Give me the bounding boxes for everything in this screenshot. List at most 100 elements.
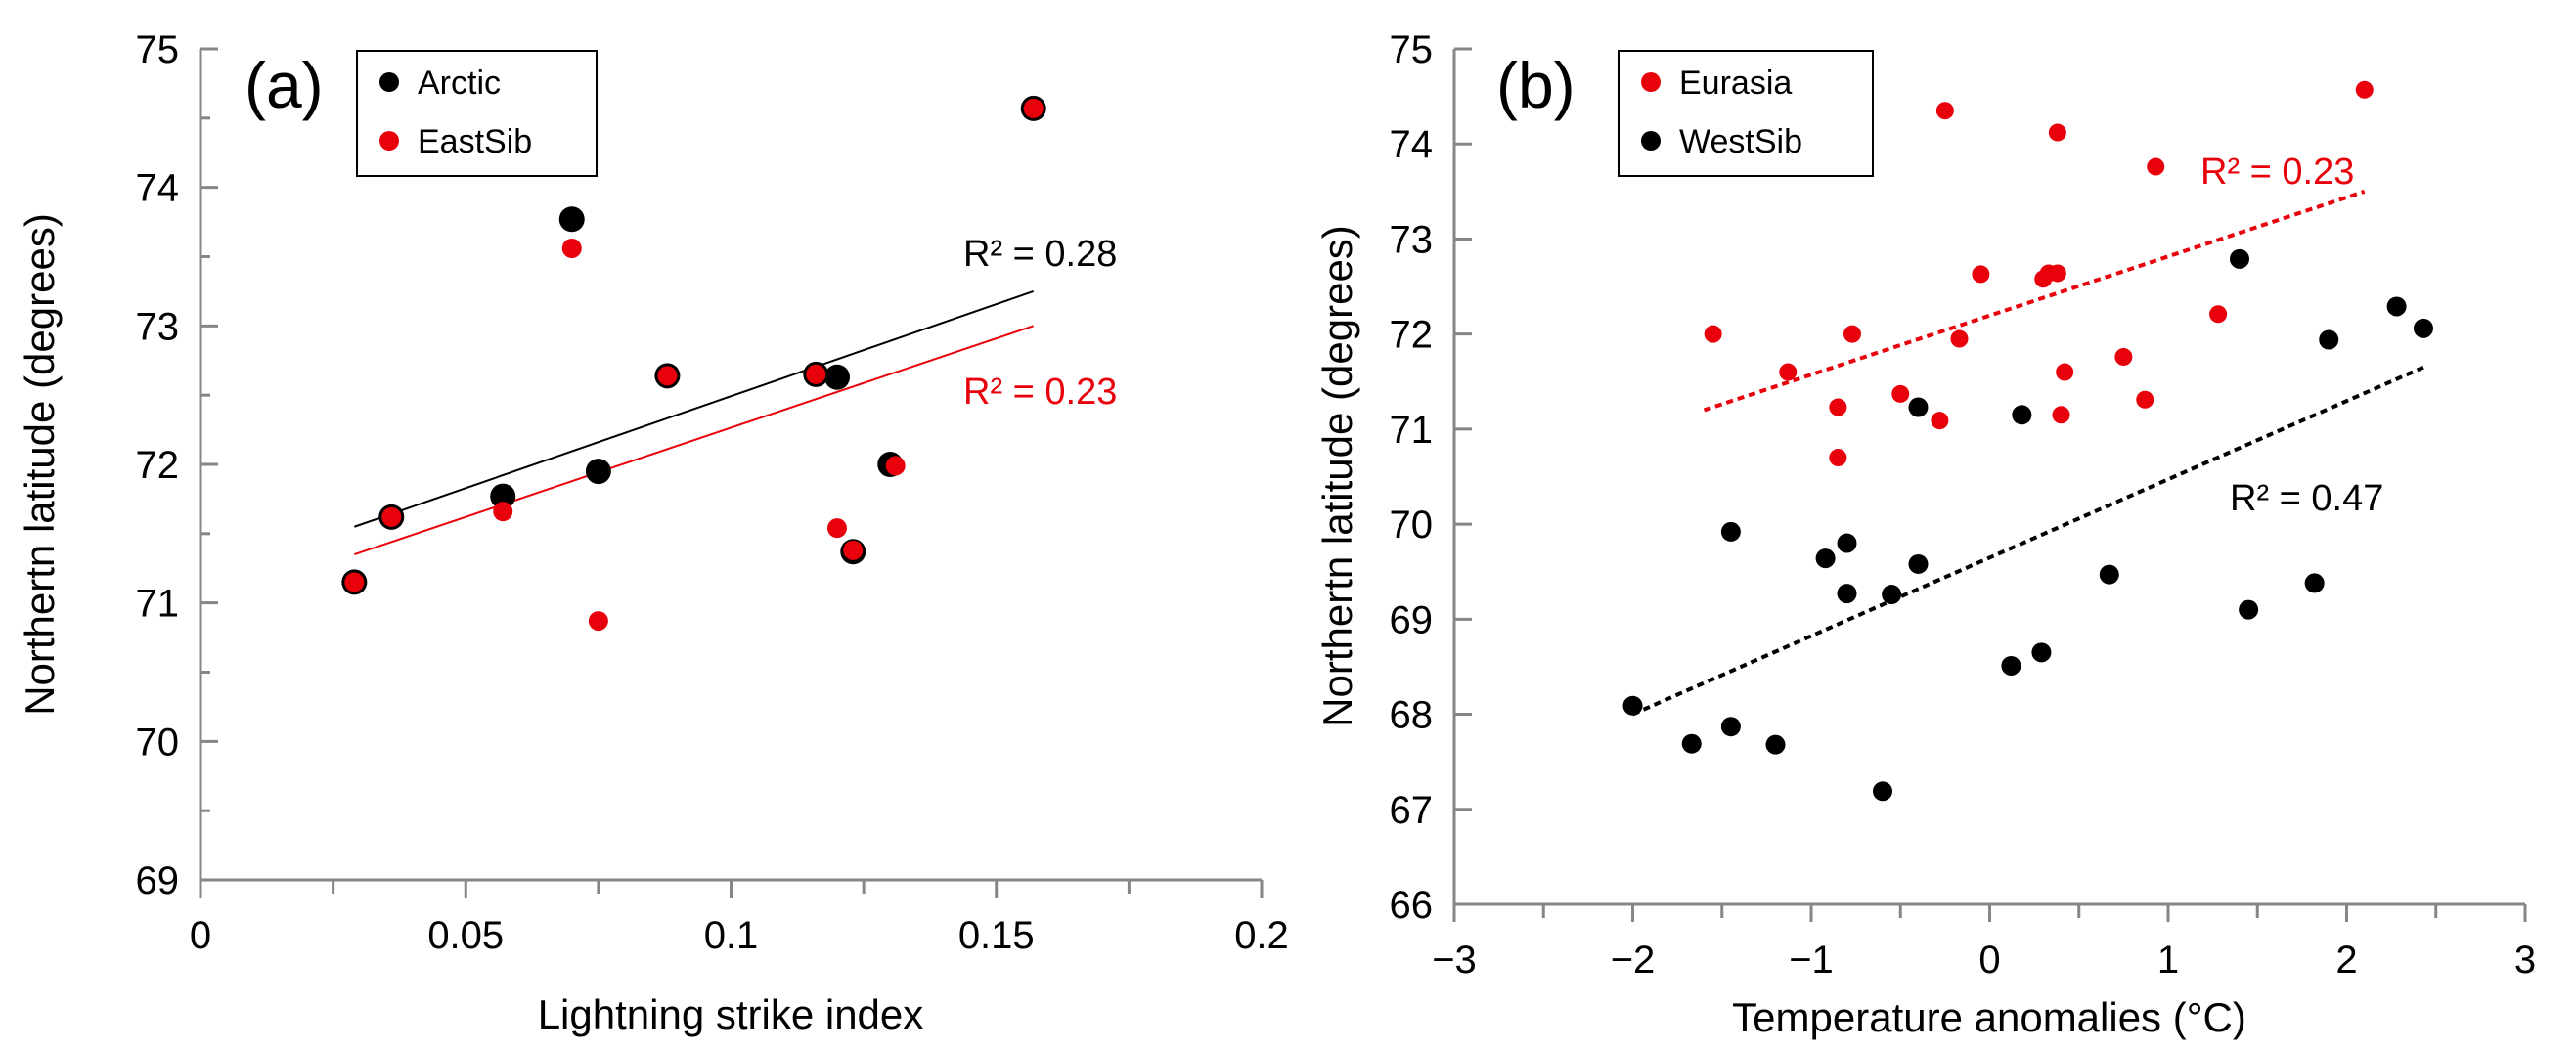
data-point-westsib — [2239, 599, 2259, 620]
data-point-eastsib — [381, 506, 402, 527]
y-tick-label: 69 — [136, 859, 180, 902]
y-tick-label: 73 — [136, 305, 180, 348]
x-tick-label: 0.05 — [427, 914, 504, 957]
data-point-westsib — [1882, 585, 1902, 605]
data-point-eurasia — [2114, 348, 2133, 366]
data-point-eastsib — [657, 366, 678, 386]
data-point-arctic — [824, 364, 850, 390]
x-tick-label: 2 — [2335, 939, 2357, 982]
legend-marker-westsib — [1641, 131, 1661, 151]
data-point-eurasia — [1935, 102, 1954, 120]
data-point-eastsib — [561, 239, 582, 258]
data-point-westsib — [1815, 548, 1836, 569]
data-point-arctic — [490, 483, 516, 509]
x-tick-label: 1 — [2157, 939, 2179, 982]
data-point-eurasia — [1950, 329, 1969, 348]
data-point-westsib — [2230, 248, 2249, 269]
y-tick-label: 73 — [1390, 218, 1434, 261]
data-point-eurasia — [2355, 80, 2374, 99]
y-tick-label: 69 — [1390, 598, 1434, 641]
legend-marker-eurasia — [1641, 72, 1661, 92]
x-tick-label: 0.2 — [1234, 914, 1289, 957]
legend-label-arctic: Arctic — [418, 65, 501, 102]
y-tick-label: 75 — [136, 28, 180, 71]
y-tick-label: 74 — [136, 167, 180, 210]
data-point-westsib — [1908, 397, 1929, 417]
data-point-eastsib — [806, 364, 826, 384]
legend-label-eurasia: Eurasia — [1679, 65, 1792, 102]
data-point-westsib — [2304, 573, 2325, 593]
data-point-eurasia — [1931, 412, 1949, 430]
r2-label-eastsib: R² = 0.23 — [963, 372, 1117, 413]
x-tick-label: 0 — [1978, 939, 2000, 982]
data-point-eurasia — [1843, 325, 1861, 343]
data-point-eurasia — [2048, 264, 2066, 283]
data-point-eastsib — [827, 518, 847, 539]
legend-label-westsib: WestSib — [1679, 123, 1802, 160]
r2-label-westsib: R² = 0.47 — [2230, 478, 2383, 519]
data-point-eurasia — [2136, 390, 2154, 409]
legend-box — [1618, 50, 1874, 177]
data-point-eastsib — [1023, 98, 1044, 118]
data-point-westsib — [1720, 521, 1741, 542]
y-tick-label: 68 — [1390, 694, 1434, 737]
legend-marker-arctic — [379, 72, 399, 92]
y-tick-label: 70 — [136, 721, 180, 764]
panel-label: (a) — [244, 49, 324, 121]
y-tick-label: 71 — [1390, 409, 1434, 452]
data-point-eastsib — [588, 611, 608, 632]
data-point-westsib — [1908, 553, 1929, 574]
y-tick-label: 72 — [1390, 314, 1434, 357]
data-point-westsib — [2099, 564, 2119, 585]
y-tick-label: 71 — [136, 583, 180, 626]
x-tick-label: 0 — [190, 914, 211, 957]
y-tick-label: 75 — [1390, 28, 1434, 71]
data-point-westsib — [1720, 717, 1741, 737]
x-axis-title: Temperature anomalies (°C) — [1732, 994, 2246, 1040]
data-point-westsib — [1837, 533, 1857, 553]
data-point-eastsib — [843, 540, 864, 560]
x-tick-label: 0.15 — [958, 914, 1035, 957]
trendline-eastsib — [354, 325, 1035, 556]
data-point-eastsib — [885, 456, 906, 476]
y-axis-title: Northertn latitude (degrees) — [1314, 225, 1360, 727]
data-point-eurasia — [2052, 406, 2070, 424]
data-point-eurasia — [1829, 449, 1847, 467]
legend-box — [356, 50, 598, 177]
data-point-eurasia — [1972, 265, 1990, 284]
data-point-westsib — [2413, 318, 2433, 338]
data-point-eurasia — [1891, 384, 1910, 403]
trendline-arctic — [353, 289, 1035, 528]
data-point-eastsib — [493, 502, 513, 522]
trendline-westsib — [1631, 365, 2424, 717]
data-point-eurasia — [1704, 325, 1722, 343]
data-point-westsib — [2012, 405, 2032, 425]
data-point-westsib — [2386, 296, 2407, 317]
y-tick-label: 70 — [1390, 504, 1434, 547]
legend-label-eastsib: EastSib — [418, 123, 532, 160]
panel-b-scatter-chart: −3 −2 −1 0 1 2 3 66 67 68 69 70 71 72 73 74 75 Temperatur… — [1314, 28, 2536, 1040]
panel-label: (b) — [1496, 49, 1576, 121]
data-point-westsib — [1837, 584, 1857, 604]
x-tick-label: 3 — [2514, 939, 2536, 982]
legend-marker-eastsib — [379, 131, 399, 151]
data-point-westsib — [2319, 329, 2339, 350]
x-axis-title: Lightning strike index — [538, 991, 924, 1037]
data-point-arctic — [585, 459, 611, 485]
data-point-westsib — [2001, 655, 2021, 676]
data-point-eurasia — [2056, 363, 2074, 381]
x-tick-label: −2 — [1611, 939, 1656, 982]
y-tick-label: 66 — [1390, 884, 1434, 927]
x-tick-label: 0.1 — [704, 914, 759, 957]
data-point-arctic — [558, 206, 585, 233]
data-point-eurasia — [2209, 305, 2228, 324]
y-tick-label: 67 — [1390, 789, 1434, 832]
x-tick-label: −3 — [1432, 939, 1477, 982]
x-tick-label: −1 — [1789, 939, 1834, 982]
r2-label-eurasia: R² = 0.23 — [2200, 152, 2354, 193]
data-point-westsib — [1622, 695, 1643, 716]
r2-label-arctic: R² = 0.28 — [963, 234, 1117, 275]
data-point-eurasia — [1779, 363, 1798, 381]
y-tick-label: 72 — [136, 444, 180, 487]
